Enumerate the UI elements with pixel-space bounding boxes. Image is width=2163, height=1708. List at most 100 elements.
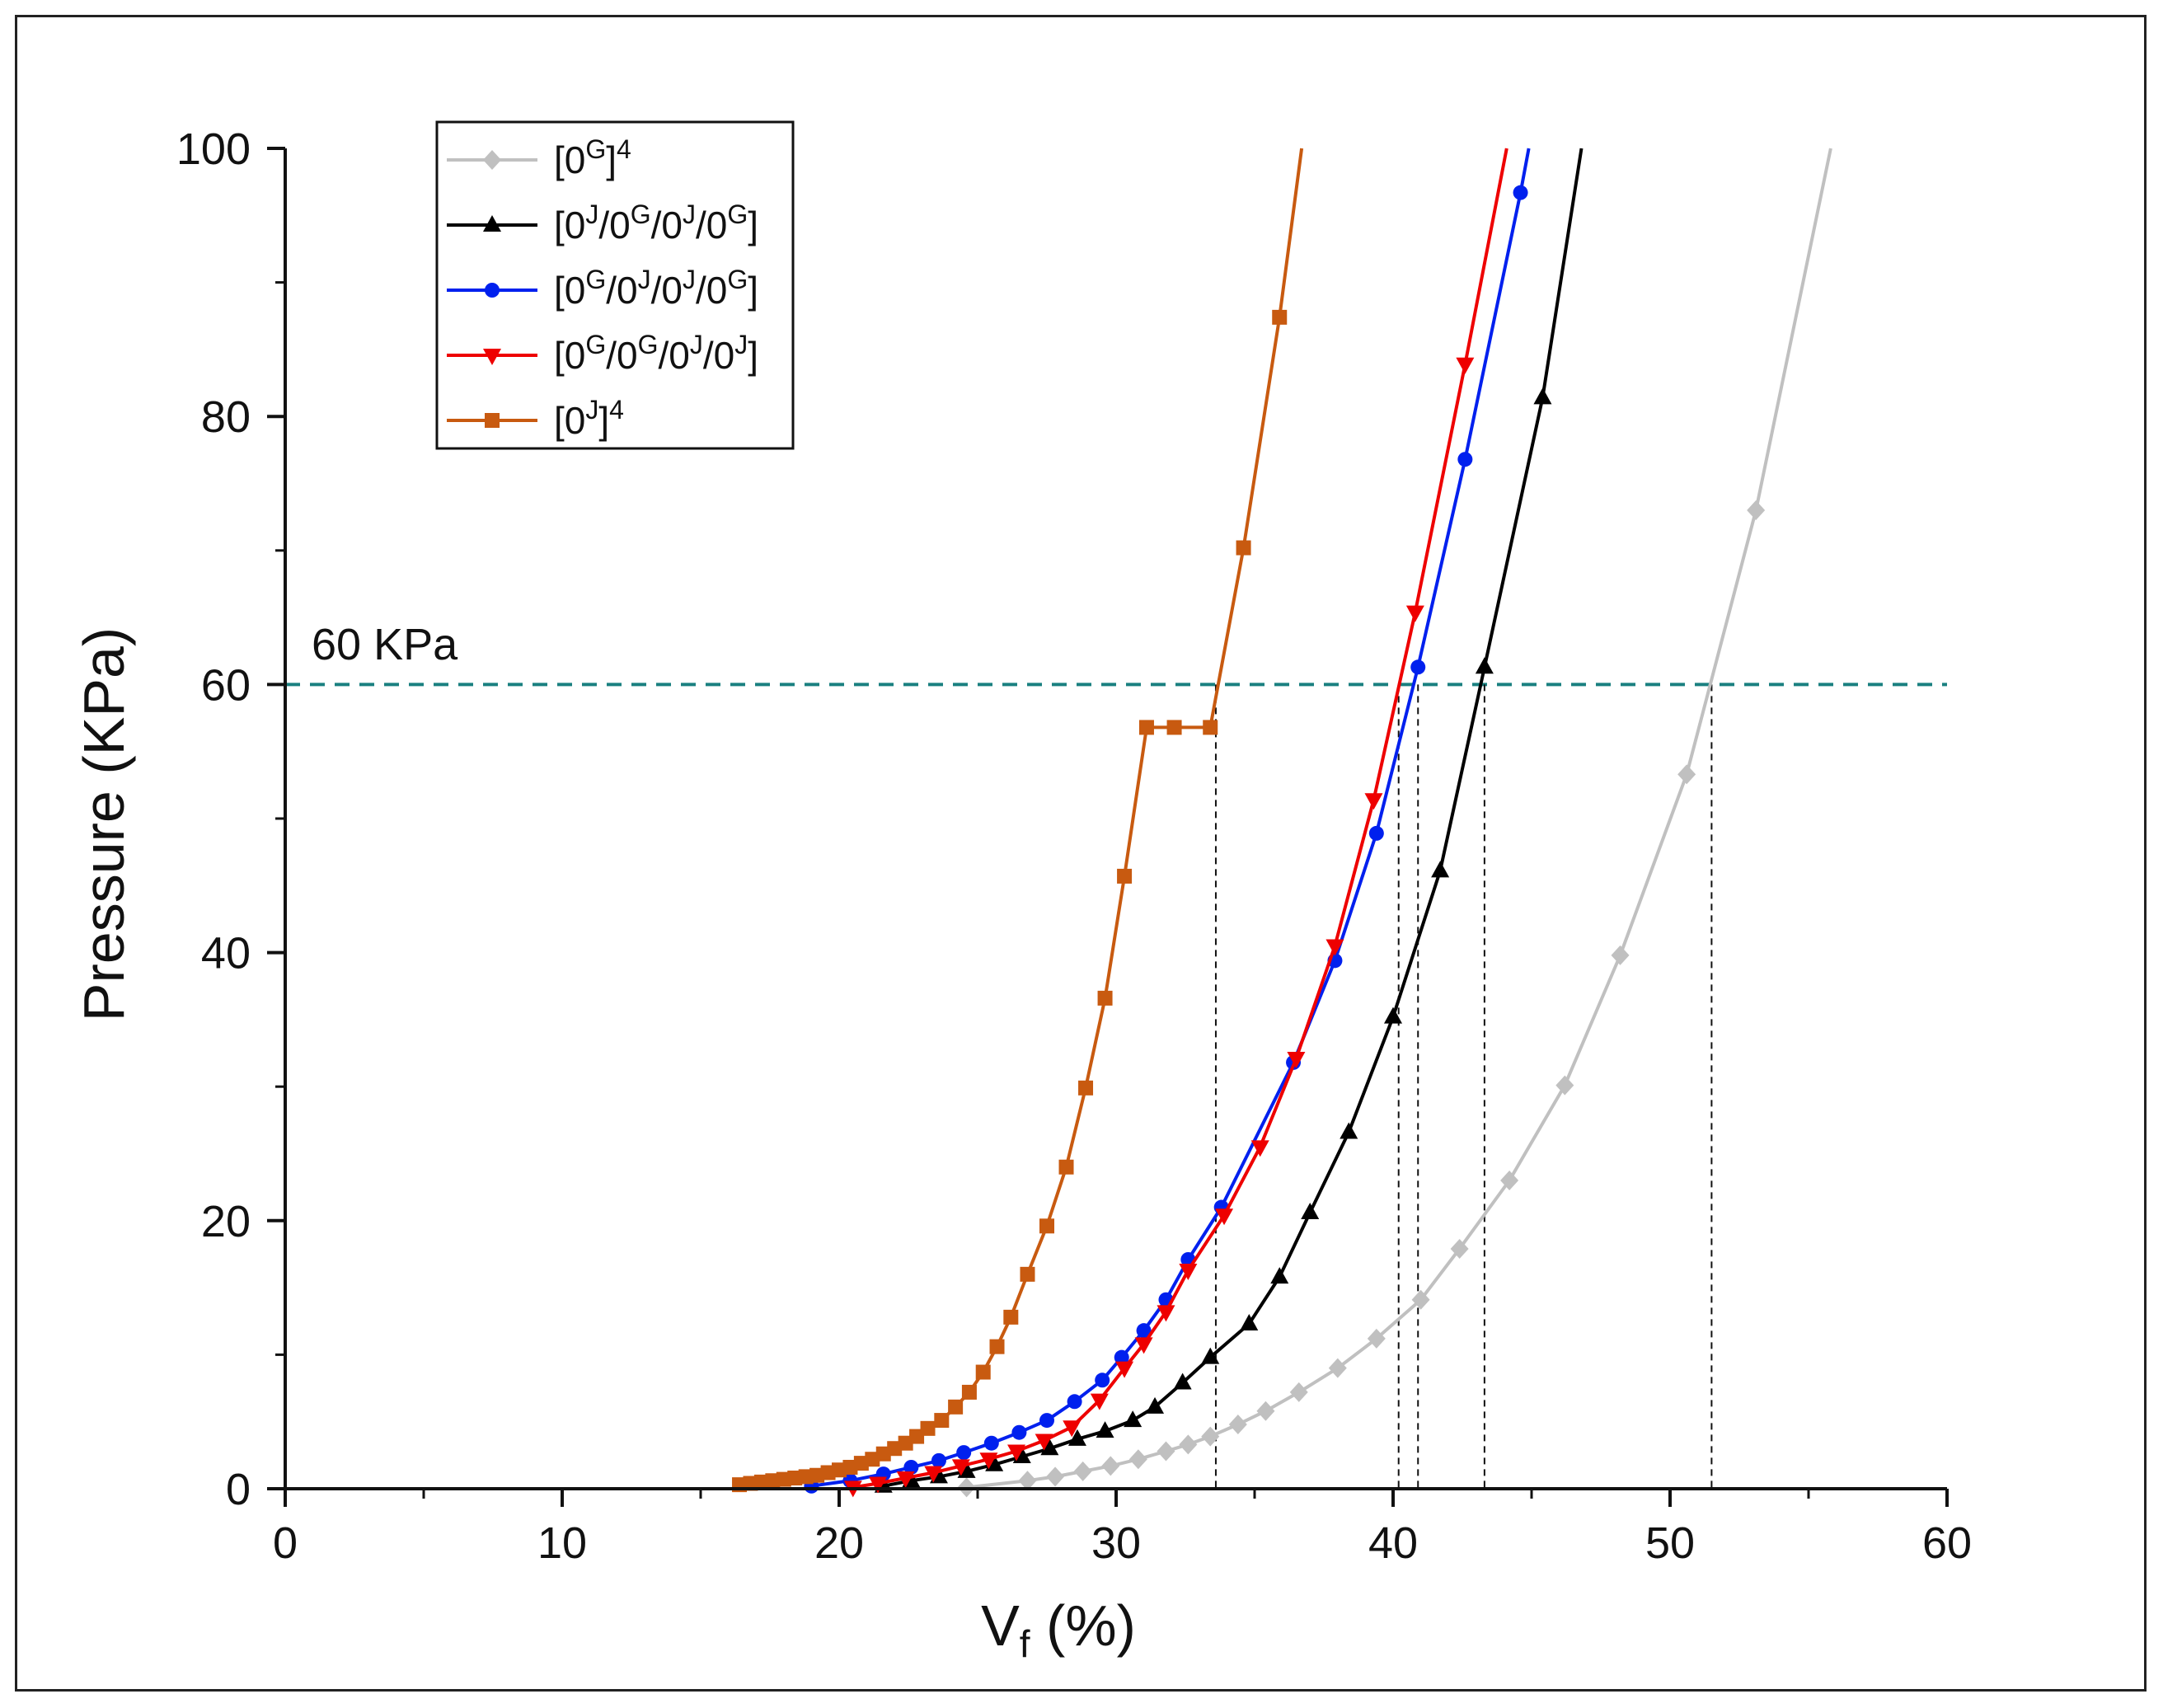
data-point — [1555, 1075, 1574, 1096]
legend-label: [0G]4 — [554, 134, 631, 181]
data-point — [1166, 720, 1182, 735]
data-point — [1067, 1429, 1086, 1446]
data-point — [1201, 1426, 1220, 1447]
data-point — [1450, 1238, 1469, 1259]
legend-entry: [0J]4 — [447, 395, 624, 442]
data-point — [1289, 1382, 1308, 1402]
x-axis-title-main: V — [981, 1593, 1020, 1658]
data-point — [1095, 1372, 1110, 1388]
data-point — [961, 1384, 977, 1400]
data-point — [989, 1339, 1005, 1354]
data-point — [1301, 1203, 1320, 1220]
data-point — [1384, 1006, 1402, 1024]
x-tick-label: 20 — [814, 1518, 864, 1568]
data-point — [1325, 939, 1344, 956]
data-point — [1067, 1394, 1082, 1410]
data-point — [1138, 720, 1154, 735]
data-point — [1040, 1438, 1059, 1456]
x-tick-label: 30 — [1091, 1518, 1141, 1568]
legend-entry: [0G]4 — [447, 134, 631, 181]
data-point — [975, 1364, 991, 1380]
data-point — [956, 1445, 972, 1461]
x-tick-label: 40 — [1368, 1518, 1418, 1568]
x-tick-label: 10 — [537, 1518, 587, 1568]
legend-label: [0J]4 — [554, 395, 624, 442]
series-line — [966, 148, 1832, 1490]
y-tick-label: 100 — [176, 124, 251, 174]
data-point — [896, 1471, 915, 1488]
data-point — [1117, 868, 1133, 884]
data-point — [979, 1452, 998, 1470]
series-line — [852, 148, 1508, 1490]
legend-marker — [485, 413, 500, 428]
series-1 — [874, 148, 1584, 1493]
data-point — [1457, 452, 1473, 467]
data-point — [1367, 1328, 1386, 1349]
data-point — [1236, 540, 1251, 556]
legend-marker — [483, 150, 501, 170]
legend-marker — [483, 215, 501, 232]
data-point — [1124, 1410, 1142, 1428]
data-point — [1456, 357, 1475, 374]
data-point — [1073, 1461, 1092, 1481]
data-point — [934, 1413, 950, 1429]
data-point — [1747, 500, 1766, 521]
data-point — [1179, 1263, 1198, 1280]
x-tick-label: 50 — [1645, 1518, 1695, 1568]
data-point — [1134, 1337, 1153, 1354]
series-line — [883, 148, 1584, 1488]
series-line — [811, 148, 1531, 1488]
series-2 — [804, 148, 1531, 1494]
x-tick-label: 60 — [1922, 1518, 1972, 1568]
data-point — [1328, 1358, 1347, 1378]
data-point — [1203, 720, 1218, 735]
data-point — [1228, 1414, 1247, 1434]
data-point — [920, 1420, 936, 1436]
series-line — [739, 148, 1304, 1487]
data-point — [1513, 185, 1528, 200]
y-tick-label: 60 — [201, 660, 251, 710]
legend-label: [0G/0G/0J/0J] — [554, 330, 758, 377]
data-point — [1533, 387, 1552, 405]
data-point — [1500, 1171, 1519, 1191]
data-point — [1215, 1208, 1234, 1226]
data-point — [1011, 1424, 1027, 1440]
data-point — [1039, 1218, 1054, 1234]
data-point — [1201, 1347, 1220, 1364]
legend-label: [0G/0J/0J/0G] — [554, 265, 758, 312]
figure-frame — [15, 15, 2147, 1692]
data-point — [1146, 1396, 1165, 1414]
reference-line-label: 60 KPa — [312, 620, 458, 669]
x-tick-label: 0 — [273, 1518, 298, 1568]
series-0 — [957, 148, 1832, 1498]
series-3 — [843, 148, 1508, 1498]
data-point — [1020, 1266, 1035, 1282]
data-point — [1157, 1305, 1175, 1322]
data-point — [931, 1452, 946, 1468]
data-point — [1270, 1267, 1289, 1284]
data-point — [1114, 1349, 1129, 1365]
legend-entry: [0J/0G/0J/0G] — [447, 199, 758, 246]
legend-marker — [485, 283, 500, 298]
y-tick-label: 40 — [201, 929, 251, 978]
legend-marker — [483, 349, 501, 365]
legend-label: [0J/0G/0J/0G] — [554, 199, 758, 246]
data-point — [1136, 1323, 1152, 1339]
y-axis-title: Pressure (KPa) — [72, 627, 136, 1021]
data-point — [1240, 1314, 1259, 1331]
data-point — [903, 1459, 919, 1475]
data-point — [1157, 1441, 1175, 1462]
series-4 — [732, 148, 1304, 1493]
data-point — [1405, 605, 1424, 622]
data-point — [1340, 1122, 1358, 1139]
data-point — [1090, 1393, 1109, 1410]
data-point — [869, 1476, 888, 1494]
data-point — [1007, 1444, 1026, 1462]
data-point — [1003, 1309, 1019, 1325]
y-tick-label: 0 — [226, 1465, 251, 1514]
data-point — [1097, 990, 1113, 1006]
data-point — [1410, 659, 1426, 675]
y-tick-label: 20 — [201, 1197, 251, 1246]
y-tick-label: 80 — [201, 392, 251, 442]
